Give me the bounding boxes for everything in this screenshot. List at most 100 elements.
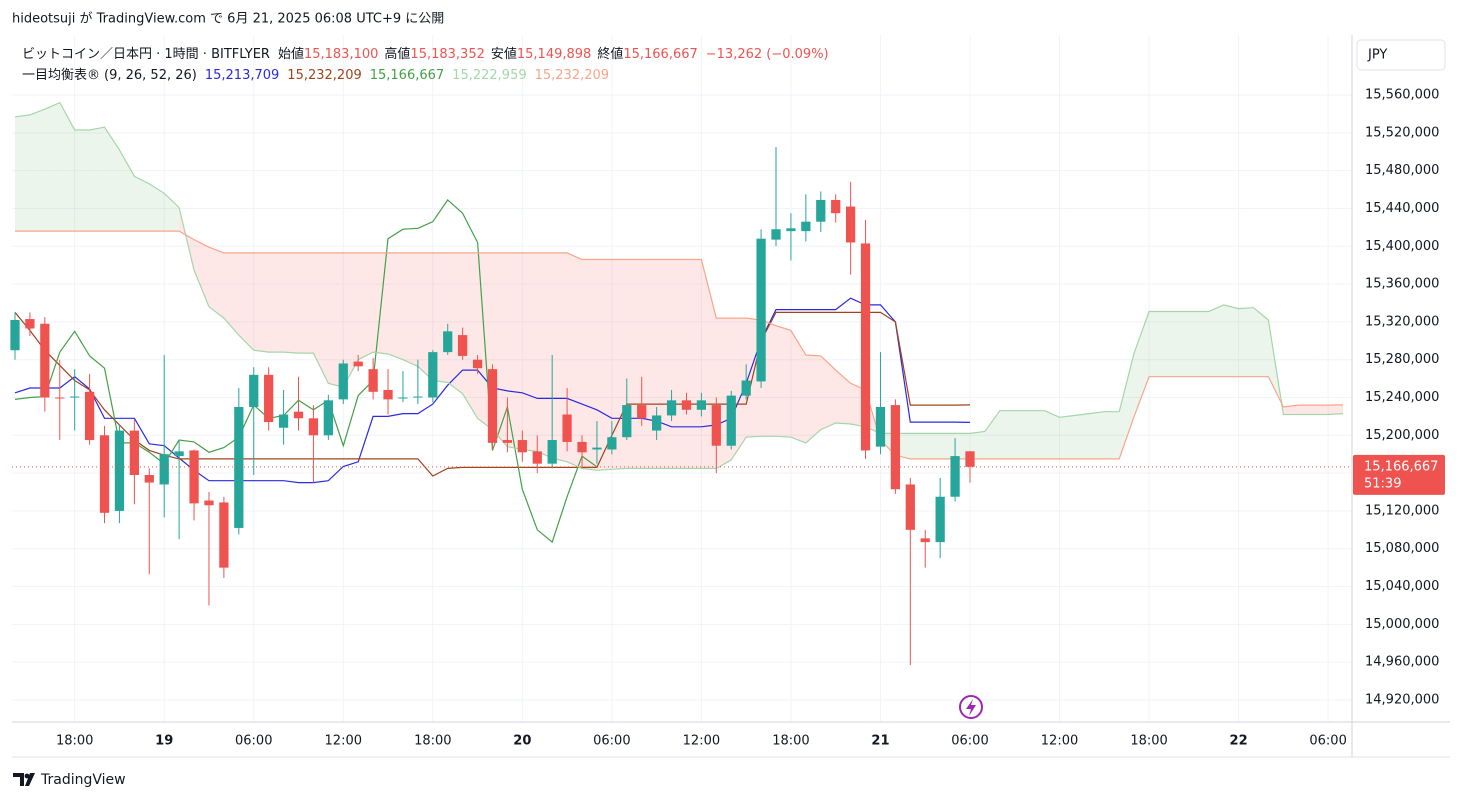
cloud-segment: [134, 176, 150, 232]
currency-button[interactable]: [1356, 39, 1446, 71]
indicator-line: [14, 101, 1344, 471]
indicator-value: 15,232,209: [535, 68, 609, 83]
candle-body: [816, 199, 826, 222]
y-tick-label: 15,040,000: [1365, 579, 1439, 594]
ohlc-value: 15,183,100: [304, 47, 378, 62]
candle-body: [577, 441, 587, 453]
candle-body: [99, 435, 110, 513]
cloud-segment: [716, 318, 732, 469]
price-tag: [1353, 454, 1445, 495]
cloud-segment: [1104, 411, 1120, 459]
cloud-segment: [805, 354, 821, 443]
x-tick-label: 18:00: [1130, 734, 1167, 749]
cloud-segment: [343, 252, 359, 388]
cloud-segment: [1193, 311, 1209, 377]
ohlc-value: 15,149,898: [517, 47, 591, 62]
cloud-segment: [44, 102, 60, 232]
x-tick-label: 20: [513, 734, 531, 749]
x-tick-label: 06:00: [1309, 734, 1346, 749]
candle-body: [622, 405, 632, 438]
indicator-value: 15,232,209: [287, 68, 361, 83]
y-tick-label: 15,360,000: [1365, 277, 1439, 292]
cloud-segment: [1328, 404, 1344, 415]
candle-body: [70, 396, 80, 398]
cloud-segment: [1149, 311, 1164, 377]
cloud-segment: [1029, 410, 1045, 459]
ohlc-label: 終値: [597, 46, 623, 62]
cloud-segment: [417, 252, 433, 381]
cloud-segment: [1238, 307, 1254, 377]
ohlc-legend: ビットコイン／日本円 · 1時間 · BITFLYER 始値15,183,100 高…: [22, 46, 829, 62]
cloud-segment: [14, 114, 30, 232]
candle-body: [40, 323, 50, 398]
cloud-segment: [268, 252, 284, 353]
cloud-segment: [1313, 405, 1329, 415]
candle-body: [413, 396, 423, 398]
candle-body: [308, 418, 319, 436]
indicator-name: 一目均衡表®: [22, 68, 100, 83]
x-tick-label: 19: [155, 734, 173, 749]
indicator-params: (9, 26, 52, 26): [104, 68, 197, 83]
candle-body: [696, 400, 707, 410]
x-tick-label: 18:00: [772, 734, 809, 749]
candle-body: [368, 369, 378, 392]
candle-body: [55, 397, 65, 399]
candle-body: [756, 238, 766, 382]
ohlc-label: 安値: [491, 46, 517, 62]
candle-body: [935, 496, 945, 543]
cloud-segment: [59, 102, 75, 232]
indicator-value: 15,213,709: [205, 68, 279, 83]
candle-body: [681, 400, 692, 410]
candle-body: [487, 369, 498, 443]
cloud-segment: [537, 252, 553, 458]
cloud-segment: [790, 330, 806, 443]
ohlc-value: 15,183,352: [410, 47, 484, 62]
cloud-segment: [298, 252, 314, 354]
cloud-segment: [940, 433, 956, 459]
candle-body: [845, 206, 856, 243]
candle-body: [726, 395, 736, 446]
cloud-segment: [925, 433, 941, 459]
candle-body: [159, 454, 169, 485]
candle-body: [950, 456, 960, 497]
candle-body: [965, 451, 975, 467]
candle-body: [592, 447, 602, 450]
candle-body: [428, 352, 438, 398]
cloud-segment: [1208, 304, 1224, 377]
currency[interactable]: JPY: [1367, 48, 1387, 63]
candle-body: [637, 405, 647, 419]
candle-body: [502, 440, 513, 443]
cloud-segment: [522, 252, 538, 452]
cloud-segment: [1163, 311, 1179, 377]
cloud-segment: [402, 252, 418, 367]
candle-body: [323, 400, 333, 436]
candle-body: [219, 502, 229, 568]
cloud-segment: [1014, 410, 1030, 459]
x-tick-label: 06:00: [593, 734, 630, 749]
cloud-segment: [507, 252, 523, 450]
candle-body: [174, 451, 184, 457]
cloud-segment: [1044, 410, 1060, 459]
candle-body: [84, 391, 95, 441]
candle-body: [652, 415, 662, 431]
candle-body: [204, 500, 214, 506]
x-tick-label: 06:00: [235, 734, 272, 749]
cloud-segment: [552, 252, 568, 462]
candle-body: [711, 405, 721, 446]
y-tick-label: 15,560,000: [1365, 88, 1439, 103]
cloud-segment: [253, 252, 269, 353]
cloud-segment: [238, 252, 254, 351]
candles: [10, 147, 975, 666]
cloud-segment: [641, 259, 657, 469]
cloud-segment: [1283, 405, 1299, 415]
cloud-segment: [671, 259, 687, 469]
indicator-value: 15,166,667: [370, 68, 444, 83]
candle-body: [741, 380, 751, 396]
candle-body: [831, 199, 841, 214]
cloud-segment: [89, 127, 105, 232]
candle-body: [25, 319, 35, 329]
y-tick-label: 15,120,000: [1365, 503, 1439, 518]
candle-body: [338, 363, 348, 400]
